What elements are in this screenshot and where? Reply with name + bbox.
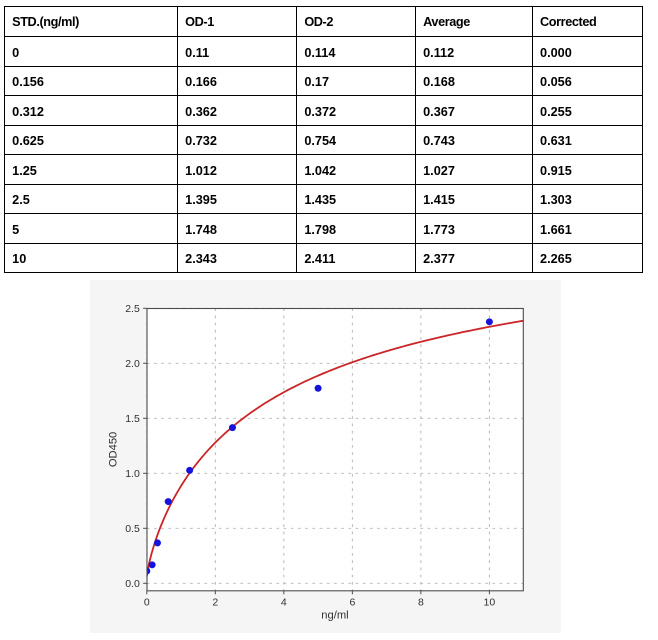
svg-text:0.0: 0.0 [125,578,140,590]
svg-text:8: 8 [418,597,424,609]
svg-text:1.0: 1.0 [125,468,140,480]
svg-text:1.5: 1.5 [125,413,140,425]
svg-text:2.5: 2.5 [125,303,140,315]
svg-text:0: 0 [144,597,150,609]
svg-text:0.5: 0.5 [125,523,140,535]
svg-text:6: 6 [349,597,355,609]
svg-text:4: 4 [281,597,287,609]
svg-text:ng/ml: ng/ml [321,609,348,621]
svg-text:10: 10 [484,597,496,609]
svg-text:2.0: 2.0 [125,358,140,370]
svg-text:2: 2 [212,597,218,609]
svg-text:OD450: OD450 [108,432,120,467]
